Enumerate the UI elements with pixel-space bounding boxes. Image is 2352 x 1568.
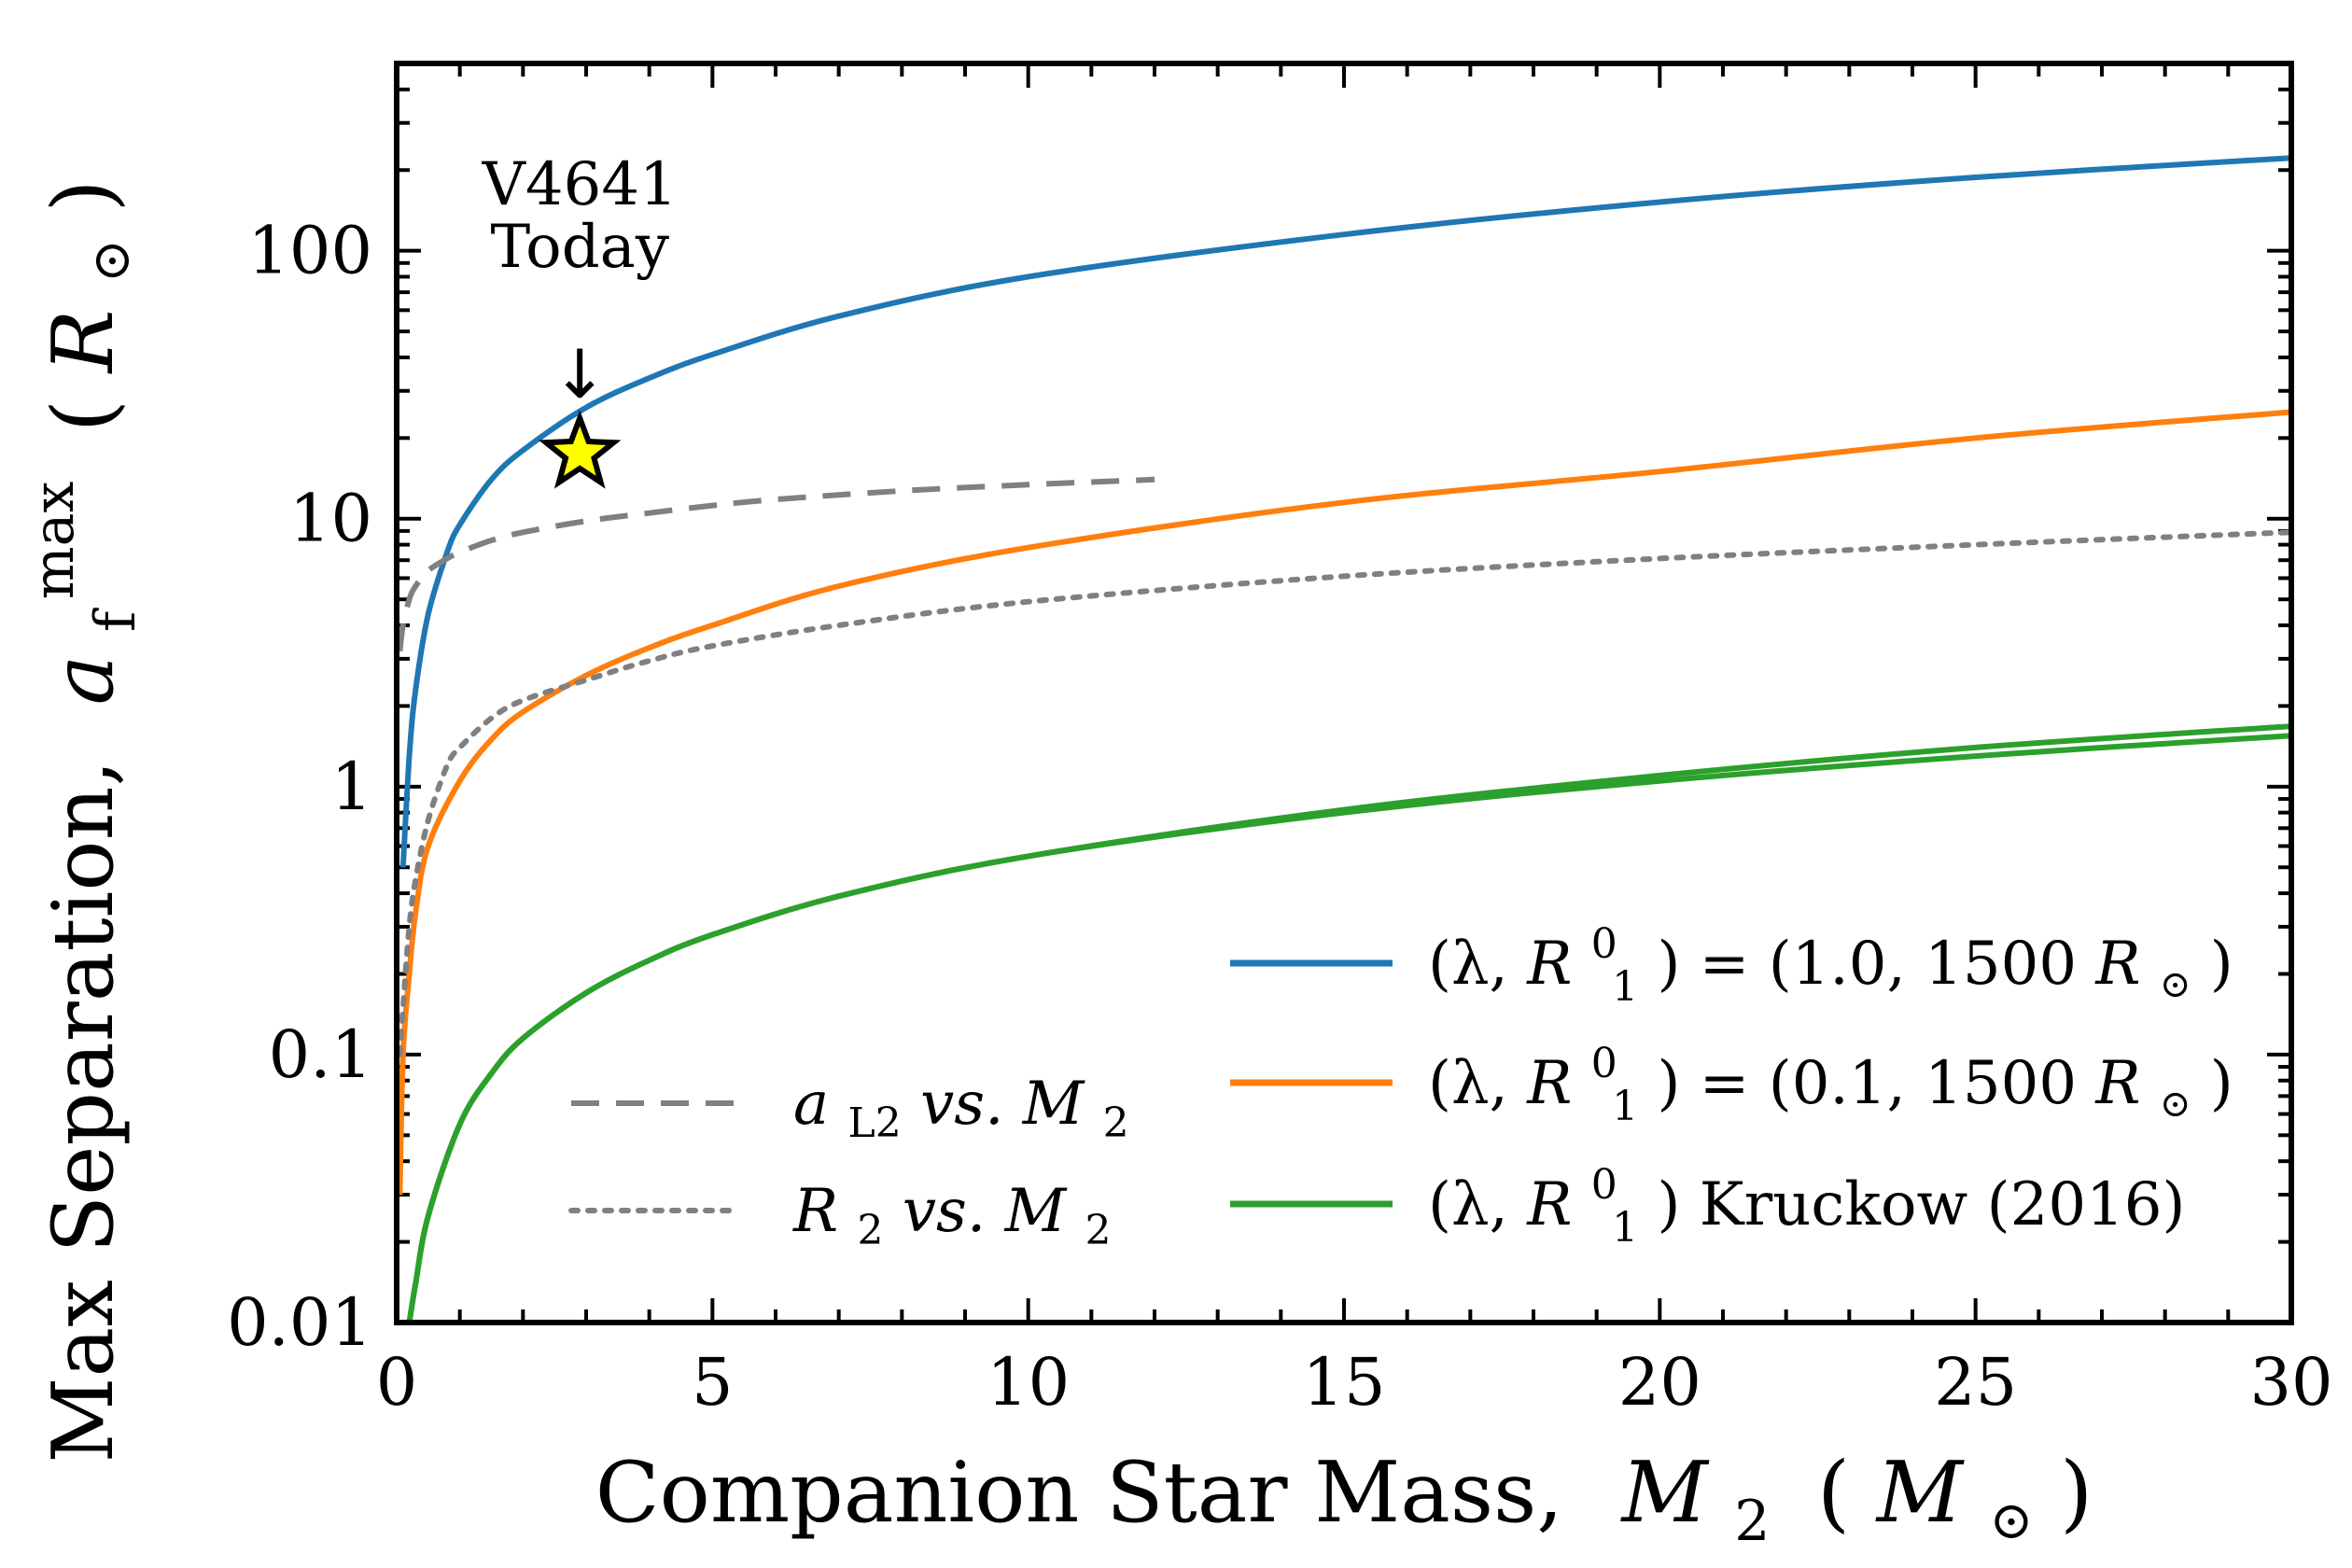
y-tick-label: 1 (330, 749, 372, 825)
legend-label-R2-var: R (792, 1177, 838, 1246)
x-axis-title-unit-close: ) (2060, 1444, 2093, 1542)
legend-label-R2: R 2 vs. M 2 (792, 1177, 1111, 1259)
legend-right: (λ, R 0 1 ) = (1.0, 1500 R ⊙ ) (λ, R 0 1… (1230, 903, 2233, 1256)
legend-label-lambda1-unit: R (2094, 930, 2140, 999)
series-layer (397, 155, 2294, 1323)
marker-label-line1: V4641 (482, 150, 678, 219)
series-line-lambda0.1 (397, 409, 2292, 1196)
legend-label-lambda1-post: ) = (1.0, 1500 (1657, 930, 2095, 999)
y-tick-label: 0.01 (227, 1284, 372, 1361)
legend-label-R2-sub: 2 (858, 1207, 884, 1254)
y-axis-title-unit-close: ) (35, 179, 133, 212)
x-axis-title-unit: M (1875, 1444, 1965, 1542)
legend-label-lambda01-sup: 0 (1591, 1040, 1617, 1087)
y-axis-title-var: a (35, 655, 133, 706)
v4641-marker: V4641 Today ↓ (482, 150, 678, 489)
y-tick-label: 0.1 (269, 1016, 372, 1093)
series-line-kruckow-b (406, 723, 2292, 1323)
legend-label-lambda1: (λ, R 0 1 ) = (1.0, 1500 R ⊙ ) (1428, 903, 2233, 1015)
x-tick-label: 0 (376, 1344, 418, 1421)
legend-label-lambda01-close: ) (2210, 1049, 2233, 1118)
y-tick-label: 100 (247, 213, 372, 289)
y-axis-title-unit-sub: ⊙ (81, 239, 142, 283)
legend-label-kruckow: (λ, R 0 1 ) Kruckow (2016) (1428, 1144, 2185, 1256)
y-axis-title-sup: max (21, 482, 87, 600)
legend-label-aL2-vs: vs. (920, 1070, 1023, 1139)
x-axis-title: Companion Star Mass, M 2 ( M ⊙ ) (595, 1444, 2093, 1561)
y-axis-title-sub: f (83, 608, 148, 632)
series-line-R2 (397, 529, 2294, 1057)
legend-label-kruckow-sub: 1 (1612, 1204, 1638, 1252)
legend-label-aL2-sub: L2 (848, 1099, 902, 1147)
legend-left: a L2 vs. M 2 R 2 vs. M 2 (568, 1070, 1129, 1259)
x-axis-title-var: M (1619, 1444, 1709, 1542)
x-axis-title-unit-sub: ⊙ (1990, 1491, 2034, 1551)
legend-label-lambda01-unit: R (2094, 1049, 2140, 1118)
legend-label-kruckow-post: ) Kruckow (2016) (1657, 1170, 2185, 1239)
y-axis-title-unit-open: ( (35, 399, 133, 432)
legend-label-R2-var2: M (1004, 1177, 1068, 1246)
legend-label-lambda01-sub: 1 (1612, 1083, 1638, 1130)
legend-label-aL2-var2: M (1022, 1070, 1085, 1139)
legend-label-lambda1-sup: 0 (1591, 920, 1617, 968)
series-line-lambda1.0 (399, 155, 2292, 868)
x-axis-title-prefix: Companion Star Mass, (595, 1444, 1563, 1542)
legend-label-aL2: a L2 vs. M 2 (793, 1070, 1129, 1152)
legend-label-lambda01-pre: (λ, (1428, 1049, 1527, 1118)
legend-label-lambda1-unit-sub: ⊙ (2160, 963, 2191, 1006)
plot-frame (394, 61, 2294, 1325)
legend-label-lambda1-close: ) (2210, 930, 2233, 999)
legend-label-lambda01-var: R (1526, 1049, 1572, 1118)
legend-label-lambda1-pre: (λ, (1428, 930, 1527, 999)
legend-label-lambda1-sub: 1 (1612, 963, 1638, 1011)
legend-label-lambda01: (λ, R 0 1 ) = (0.1, 1500 R ⊙ ) (1428, 1023, 2233, 1135)
legend-label-lambda01-unit-sub: ⊙ (2160, 1083, 2191, 1126)
legend-label-kruckow-var: R (1526, 1170, 1572, 1239)
y-axis-title-unit: R (35, 310, 133, 375)
legend-label-kruckow-sup: 0 (1591, 1161, 1617, 1209)
legend-label-lambda01-post: ) = (0.1, 1500 (1657, 1049, 2095, 1118)
x-tick-label: 20 (1618, 1344, 1701, 1421)
legend-label-R2-sub2: 2 (1085, 1207, 1111, 1254)
legend-label-R2-vs: vs. (903, 1177, 1005, 1246)
series-line-aL2 (397, 476, 1155, 652)
marker-label-line2: Today (490, 213, 669, 282)
legend-label-aL2-var: a (793, 1070, 829, 1139)
y-axis-title: Max Separation, a f max ( R ⊙ ) (0, 179, 155, 1463)
x-tick-label: 10 (987, 1344, 1070, 1421)
x-axis-title-unit-open: ( (1817, 1444, 1850, 1542)
x-tick-label: 15 (1302, 1344, 1385, 1421)
y-tick-label: 10 (289, 481, 372, 557)
x-tick-label: 30 (2249, 1344, 2332, 1421)
x-tick-label: 25 (1934, 1344, 2017, 1421)
y-axis-title-prefix: Max Separation, (35, 760, 133, 1463)
marker-arrow-icon: ↓ (552, 335, 608, 413)
axis-ticks (395, 62, 2293, 1324)
star-icon (538, 410, 622, 489)
x-tick-label: 5 (692, 1344, 734, 1421)
x-axis-title-sub: 2 (1734, 1489, 1770, 1554)
legend-label-lambda1-var: R (1526, 930, 1572, 999)
legend-label-aL2-sub2: 2 (1103, 1099, 1129, 1147)
legend-label-kruckow-pre: (λ, (1428, 1170, 1527, 1239)
